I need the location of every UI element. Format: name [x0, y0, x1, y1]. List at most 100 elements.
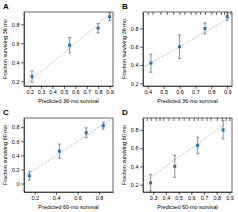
rug-mark: [189, 118, 190, 121]
tick-label: 0.4: [131, 164, 139, 170]
tick: 0: [16, 181, 24, 187]
tick: 0.2: [26, 86, 34, 95]
rug-tick: [148, 12, 149, 15]
tick-mark: [21, 169, 24, 170]
tick-label: 0.5: [160, 89, 168, 95]
tick: 0.4: [53, 192, 61, 201]
rug-mark: [207, 118, 208, 121]
tick: 0.2: [131, 182, 143, 188]
error-bar-cap: [68, 37, 71, 38]
reference-line: [143, 119, 232, 183]
rug-tick: [163, 118, 164, 121]
data-layer: [24, 118, 113, 180]
error-bar-cap: [108, 20, 111, 21]
error-bar-cap: [149, 54, 152, 55]
error-bar: [173, 155, 176, 177]
rug-tick: [198, 118, 199, 121]
point: [28, 174, 31, 177]
rug-tick: [168, 118, 169, 121]
error-bar-stem: [103, 122, 104, 129]
tick-label: 0.9: [106, 89, 114, 95]
tick-label: 0.7: [201, 195, 209, 201]
error-bar-cap: [226, 20, 229, 21]
tick: 0.8: [213, 192, 221, 201]
error-bar: [149, 175, 152, 191]
plot: 0.40.50.60.70.80.90.20.40.60.8Predicted …: [121, 12, 233, 104]
error-bar-stem: [29, 172, 30, 180]
tick: 0.7: [201, 192, 209, 201]
error-bar-stem: [179, 35, 180, 59]
tick-label: 0.5: [175, 195, 183, 201]
point: [108, 15, 111, 18]
error-bar: [108, 13, 111, 21]
plot: 0.30.40.50.60.70.80.90.20.40.60.8Predict…: [121, 118, 234, 210]
rug-mark: [148, 12, 149, 15]
tick: 0.6: [74, 192, 82, 201]
rug-tick: [230, 12, 231, 15]
point: [222, 128, 225, 131]
tick: 0.4: [12, 153, 24, 159]
error-bar-stem: [69, 38, 70, 53]
error-bar-cap: [102, 129, 105, 130]
error-bar-stem: [223, 121, 224, 139]
tick-label: 0.4: [53, 195, 61, 201]
tick-mark: [140, 28, 143, 29]
error-bar-stem: [98, 23, 99, 32]
tick: 0.2: [12, 167, 24, 173]
error-bar-cap: [226, 12, 229, 13]
error-bar: [30, 71, 33, 82]
error-bar-cap: [222, 120, 225, 121]
rug-tick: [216, 12, 217, 15]
tick: 0.6: [12, 139, 24, 145]
rug-tick: [189, 118, 190, 121]
tick-label: 0.2: [12, 167, 20, 173]
point: [68, 44, 71, 47]
x-axis-title: Predicted 60-mo survival: [157, 204, 218, 210]
tick-label: 0.8: [12, 22, 20, 28]
rug-mark: [179, 118, 180, 121]
tick-mark: [140, 65, 143, 66]
rug-mark: [151, 118, 152, 121]
tick: 0.6: [188, 192, 196, 201]
error-bar: [28, 172, 31, 180]
tick-label: 0.4: [163, 195, 171, 201]
rug-mark: [216, 12, 217, 15]
error-bar-cap: [28, 180, 31, 181]
point: [102, 124, 105, 127]
rug-tick: [160, 118, 161, 121]
rug-tick: [151, 118, 152, 121]
error-bar: [226, 13, 229, 20]
x-axis: 0.20.30.40.50.60.70.80.9: [25, 86, 114, 95]
rug-mark: [226, 118, 227, 121]
tick: 0.5: [175, 192, 183, 201]
point: [58, 150, 61, 153]
error-bar-cap: [173, 177, 176, 178]
rug-mark: [221, 12, 222, 15]
tick-mark: [140, 130, 143, 131]
error-bar-stem: [174, 155, 175, 177]
point: [203, 27, 206, 30]
rug-mark: [147, 118, 148, 121]
axis-line: [25, 192, 114, 193]
error-bar-cap: [203, 22, 206, 23]
error-bar-stem: [59, 144, 60, 158]
tick-label: 0.8: [96, 195, 104, 201]
tick-mark: [140, 185, 143, 186]
error-bar-stem: [31, 71, 32, 82]
rug-mark: [200, 12, 201, 15]
rug-mark: [173, 12, 174, 15]
error-bar: [203, 23, 206, 34]
tick-label: 0.5: [61, 89, 69, 95]
rug-mark: [184, 118, 185, 121]
point: [226, 15, 229, 18]
panel-label: A: [3, 2, 9, 11]
error-bar-cap: [85, 127, 88, 128]
error-bar: [58, 144, 61, 158]
rug-tick: [201, 118, 202, 121]
tick: 0.4: [163, 192, 171, 201]
axis-line: [143, 13, 144, 87]
y-axis-title: Fraction surviving 60 mo: [2, 125, 8, 185]
tick-mark: [21, 141, 24, 142]
error-bar-cap: [30, 70, 33, 71]
plot: 0.20.30.40.50.60.70.80.90.20.40.60.8Pred…: [2, 12, 114, 104]
